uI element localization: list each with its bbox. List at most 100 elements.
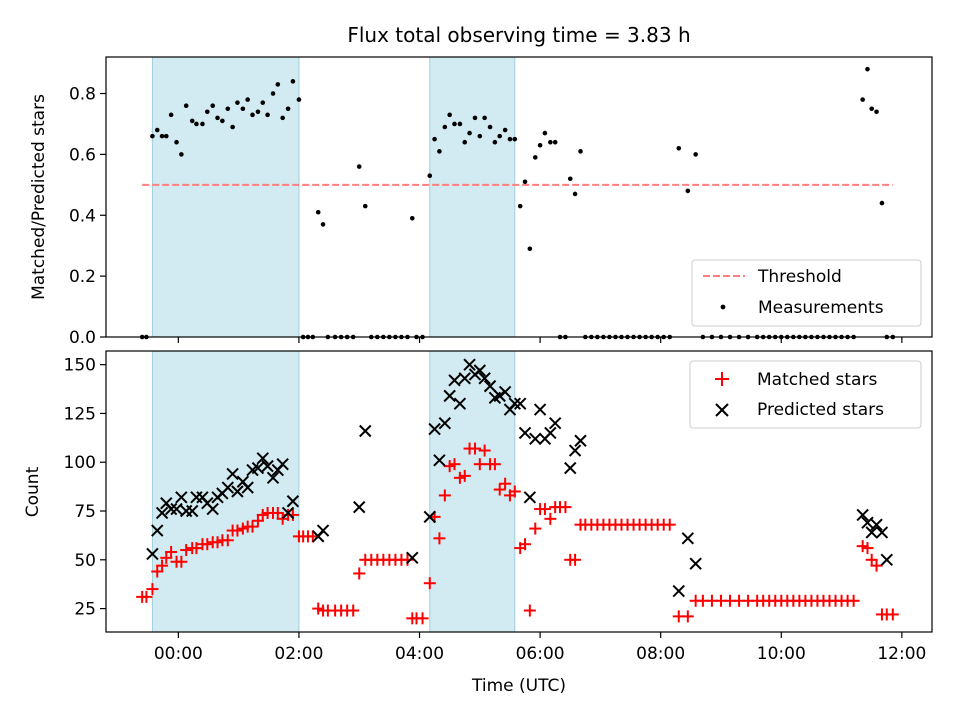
measurement-point <box>154 127 160 133</box>
legend-matched-swatch <box>715 372 729 386</box>
bottom-ytick-label: 75 <box>74 502 96 522</box>
legend-measurements-swatch <box>720 304 726 310</box>
legend-threshold-label: Threshold <box>757 267 842 287</box>
chart-title: Flux total observing time = 3.83 h <box>347 23 690 47</box>
measurement-point <box>356 164 362 169</box>
top-ylabel: Matched/Predicted stars <box>29 94 49 300</box>
bottom-ytick-label: 100 <box>64 453 96 473</box>
xtick-label: 10:00 <box>757 644 806 664</box>
measurement-point <box>200 121 205 127</box>
measurement-point <box>250 112 255 118</box>
bottom-ytick-label: 50 <box>74 551 96 571</box>
measurement-point <box>168 112 174 118</box>
top-ytick-label: 0.0 <box>69 328 96 348</box>
matched-star-marker <box>529 522 542 535</box>
predicted-star-marker <box>241 481 254 494</box>
predicted-star-marker <box>231 485 244 498</box>
predicted-star-marker <box>568 444 582 457</box>
predicted-star-marker <box>574 434 587 447</box>
measurement-point <box>572 191 578 197</box>
matched-star-marker <box>559 501 572 514</box>
measurement-point <box>230 124 235 130</box>
bottom-yticks: 25 50 75 100 125 150 <box>64 356 106 620</box>
predicted-star-marker <box>544 426 557 440</box>
matched-star-marker <box>488 458 501 471</box>
measurement-point <box>457 121 463 127</box>
predicted-star-marker <box>518 426 532 440</box>
matched-star-marker <box>493 483 506 496</box>
measurement-point <box>869 106 875 112</box>
top-observing-windows <box>151 56 516 338</box>
predicted-star-marker <box>359 424 372 438</box>
measurement-point <box>290 79 296 84</box>
top-axes-frame <box>105 56 933 338</box>
measurement-point <box>315 209 321 215</box>
matched-star-marker <box>190 542 203 555</box>
predicted-star-marker <box>564 461 577 475</box>
predicted-star-marker <box>508 397 521 410</box>
matched-star-marker <box>523 604 536 617</box>
matched-star-marker <box>544 512 557 525</box>
measurement-point <box>487 124 493 130</box>
bottom-observing-windows <box>151 350 516 633</box>
matched-star-marker <box>663 518 676 531</box>
measurement-point <box>492 139 498 145</box>
measurement-point <box>150 133 155 139</box>
matched-star-marker <box>870 559 883 572</box>
measurement-point <box>174 139 179 145</box>
matched-star-marker <box>246 520 259 533</box>
measurement-point <box>204 109 210 115</box>
matched-star-marker <box>458 469 471 482</box>
predicted-star-marker <box>433 454 446 467</box>
predicted-star-marker <box>856 508 869 522</box>
predicted-star-marker <box>880 553 893 567</box>
measurement-point <box>255 109 261 115</box>
predicted-star-marker <box>448 374 461 387</box>
predicted-star-marker <box>473 364 487 377</box>
measurement-point <box>507 136 513 142</box>
observing-window <box>151 56 300 338</box>
top-axes: 0.00.20.40.60.8 Matched/Predicted stars … <box>29 56 933 348</box>
top-xticks <box>177 337 903 343</box>
bottom-ytick-label: 150 <box>64 356 96 376</box>
measurement-point <box>517 203 523 209</box>
measurement-point <box>159 133 165 139</box>
measurement-point <box>685 188 691 194</box>
top-ytick-label: 0.6 <box>69 145 96 165</box>
measurement-point <box>163 133 169 139</box>
measurement-point <box>527 246 533 252</box>
measurement-point <box>860 97 865 102</box>
measurement-point <box>532 155 538 160</box>
top-ytick-label: 0.8 <box>69 85 96 105</box>
matched-star-marker <box>499 477 512 490</box>
predicted-star-marker <box>453 397 467 410</box>
measurement-point <box>265 112 270 118</box>
bottom-axes: 00:00 02:00 04:00 06:00 08:00 10:00 12:00 25 50… <box>23 350 933 696</box>
predicted-star-marker <box>281 506 295 520</box>
predicted-star-marker <box>513 397 527 410</box>
predicted-star-marker <box>672 584 685 598</box>
measurement-point <box>542 130 548 136</box>
predicted-star-marker <box>498 385 512 399</box>
measurement-point <box>270 91 276 96</box>
matched-star-marker <box>353 567 366 580</box>
matched-star-marker <box>175 555 188 568</box>
measurement-point <box>467 130 472 136</box>
predicted-star-marker <box>681 532 695 545</box>
top-legend: Threshold Measurements <box>691 259 922 327</box>
measurement-point <box>874 109 879 115</box>
bottom-xticks: 00:00 02:00 04:00 06:00 08:00 10:00 12:00 <box>154 632 926 664</box>
measurement-point <box>482 115 487 121</box>
bottom-legend-box <box>689 360 922 429</box>
matched-star-marker <box>416 612 429 625</box>
predicted-star-marker <box>175 491 188 504</box>
predicted-star-marker <box>170 502 183 516</box>
measurement-point <box>502 127 508 133</box>
xtick-label: 00:00 <box>154 644 203 664</box>
predicted-star-marker <box>221 481 234 494</box>
measurement-point <box>865 66 870 72</box>
x-axis-label: Time (UTC) <box>471 676 566 696</box>
measurement-point <box>189 118 195 124</box>
xtick-label: 08:00 <box>636 644 685 664</box>
